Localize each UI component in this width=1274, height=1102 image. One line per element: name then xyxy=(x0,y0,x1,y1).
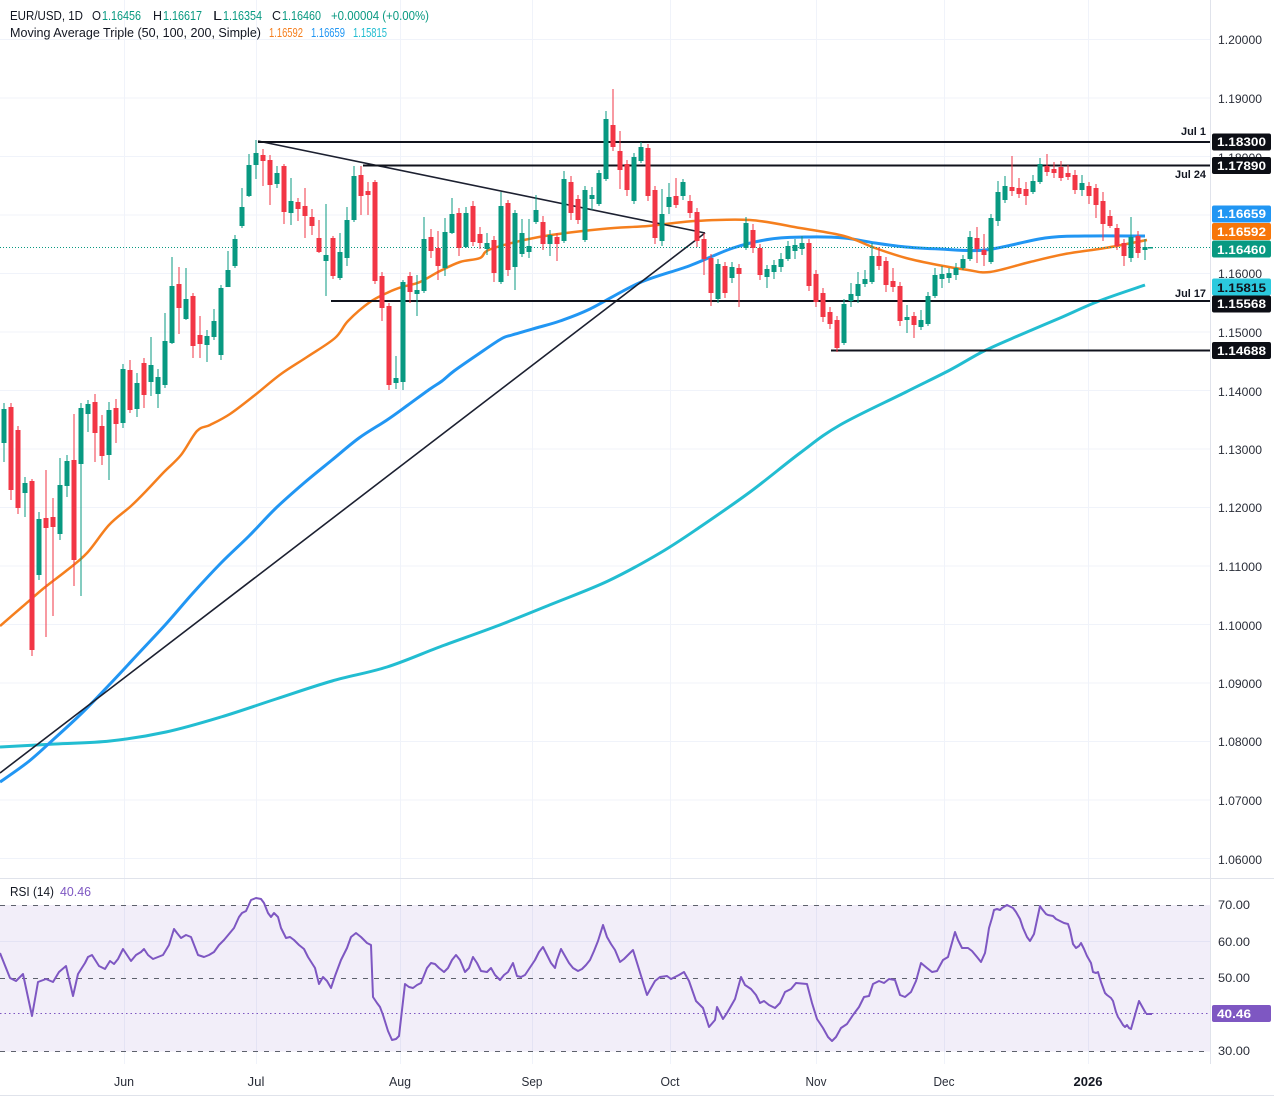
svg-text:1.16659: 1.16659 xyxy=(1217,207,1266,221)
svg-text:Jul 17: Jul 17 xyxy=(1175,288,1206,300)
svg-text:70.00: 70.00 xyxy=(1218,898,1250,912)
svg-text:1.16456: 1.16456 xyxy=(102,9,141,23)
svg-text:1.17890: 1.17890 xyxy=(1217,159,1266,173)
svg-text:Aug: Aug xyxy=(389,1075,411,1089)
svg-text:L: L xyxy=(213,9,222,23)
svg-text:Jul: Jul xyxy=(248,1075,265,1089)
svg-text:EUR/USD, 1D: EUR/USD, 1D xyxy=(10,9,83,23)
svg-text:1.09000: 1.09000 xyxy=(1218,677,1262,691)
svg-text:+0.00004 (+0.00%): +0.00004 (+0.00%) xyxy=(331,9,429,23)
svg-text:40.46: 40.46 xyxy=(1217,1007,1251,1021)
svg-text:Jul 24: Jul 24 xyxy=(1175,169,1207,181)
svg-text:1.19000: 1.19000 xyxy=(1218,92,1262,106)
svg-text:Jun: Jun xyxy=(114,1075,134,1089)
svg-text:1.16460: 1.16460 xyxy=(282,9,321,23)
svg-text:1.10000: 1.10000 xyxy=(1218,619,1262,633)
svg-text:2026: 2026 xyxy=(1074,1075,1103,1089)
svg-text:1.16460: 1.16460 xyxy=(1217,243,1266,257)
svg-text:1.15000: 1.15000 xyxy=(1218,326,1262,340)
svg-text:Nov: Nov xyxy=(806,1075,828,1089)
svg-text:1.16000: 1.16000 xyxy=(1218,267,1262,281)
svg-text:60.00: 60.00 xyxy=(1218,935,1250,949)
svg-text:30.00: 30.00 xyxy=(1218,1044,1250,1058)
svg-text:RSI (14): RSI (14) xyxy=(10,885,54,899)
svg-text:50.00: 50.00 xyxy=(1218,971,1250,985)
svg-text:1.15815: 1.15815 xyxy=(353,26,387,40)
svg-text:Moving Average Triple (50, 100: Moving Average Triple (50, 100, 200, Sim… xyxy=(10,26,261,40)
svg-text:1.13000: 1.13000 xyxy=(1218,443,1262,457)
svg-text:1.08000: 1.08000 xyxy=(1218,735,1262,749)
svg-text:1.06000: 1.06000 xyxy=(1218,853,1262,867)
svg-text:1.15815: 1.15815 xyxy=(1217,281,1266,295)
svg-text:Oct: Oct xyxy=(661,1075,681,1089)
svg-text:1.20000: 1.20000 xyxy=(1218,33,1262,47)
svg-text:1.15568: 1.15568 xyxy=(1217,297,1266,311)
svg-text:1.16592: 1.16592 xyxy=(1217,225,1266,239)
svg-text:Sep: Sep xyxy=(522,1075,543,1089)
svg-text:1.14688: 1.14688 xyxy=(1217,344,1266,358)
svg-text:1.14000: 1.14000 xyxy=(1218,385,1262,399)
svg-text:1.16592: 1.16592 xyxy=(269,26,303,40)
svg-text:H: H xyxy=(153,9,162,23)
svg-text:Jul 1: Jul 1 xyxy=(1181,126,1206,138)
svg-text:1.16659: 1.16659 xyxy=(311,26,345,40)
svg-text:Dec: Dec xyxy=(934,1075,955,1089)
svg-text:1.16617: 1.16617 xyxy=(163,9,202,23)
svg-text:C: C xyxy=(272,9,281,23)
svg-text:40.46: 40.46 xyxy=(60,885,91,899)
svg-text:O: O xyxy=(92,9,101,23)
svg-text:1.16354: 1.16354 xyxy=(223,9,262,23)
svg-text:1.11000: 1.11000 xyxy=(1218,560,1262,574)
svg-text:1.18300: 1.18300 xyxy=(1217,135,1266,149)
svg-text:1.07000: 1.07000 xyxy=(1218,794,1262,808)
svg-text:1.12000: 1.12000 xyxy=(1218,501,1262,515)
